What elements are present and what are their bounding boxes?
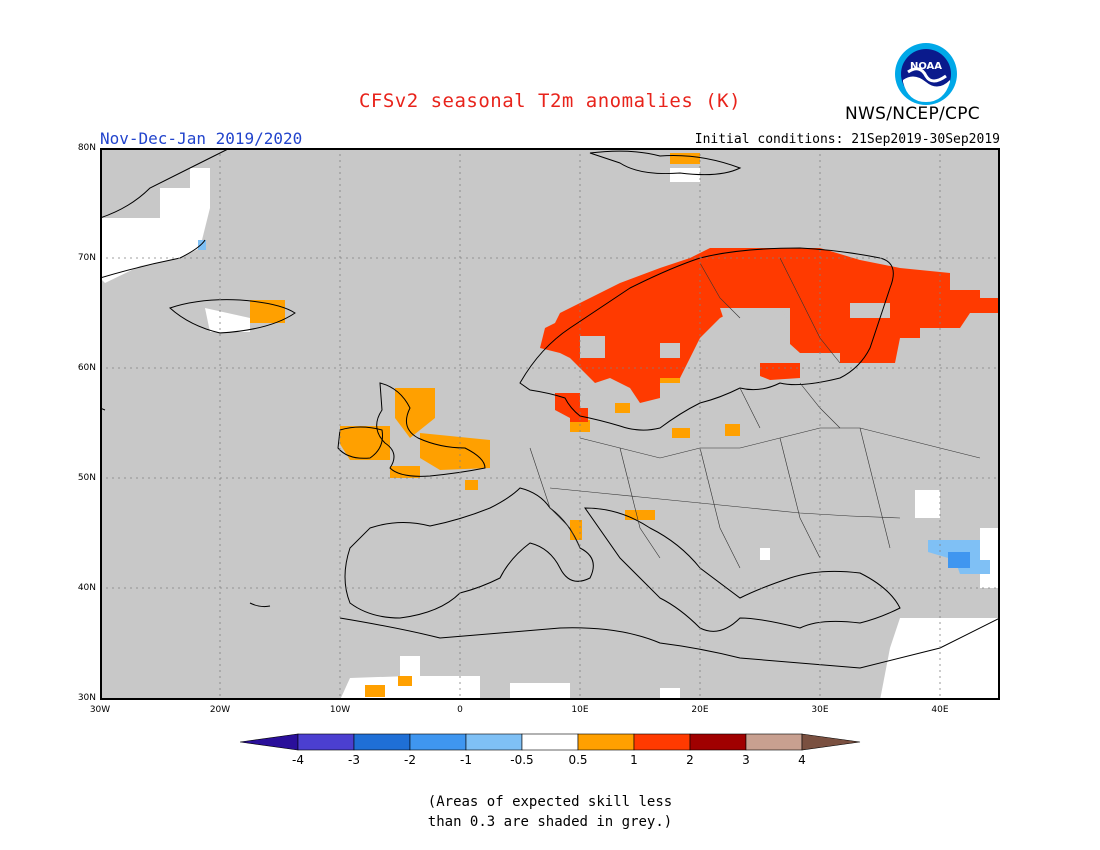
forecast-period: Nov-Dec-Jan 2019/2020 bbox=[100, 129, 303, 148]
color-scale bbox=[240, 733, 861, 751]
scale-swatch bbox=[409, 733, 467, 751]
lon-label: 20E bbox=[691, 705, 709, 715]
scale-swatch bbox=[745, 733, 803, 751]
scale-label: 4 bbox=[798, 753, 806, 767]
scale-swatch bbox=[577, 733, 635, 751]
lat-label: 80N bbox=[77, 143, 96, 153]
scale-swatch bbox=[240, 733, 299, 751]
country-borders bbox=[529, 257, 981, 569]
lon-label: 30W bbox=[89, 705, 111, 715]
scale-swatch bbox=[521, 733, 579, 751]
scale-label: -0.5 bbox=[510, 753, 534, 767]
lon-label: 0 bbox=[457, 705, 463, 715]
scale-swatch bbox=[465, 733, 523, 751]
scale-label: -2 bbox=[404, 753, 416, 767]
lon-label: 30E bbox=[811, 705, 829, 715]
scale-swatch bbox=[689, 733, 747, 751]
skill-note-line: (Areas of expected skill less bbox=[427, 794, 673, 810]
scale-label: 1 bbox=[630, 753, 638, 767]
scale-label: -3 bbox=[348, 753, 360, 767]
agency-label: NWS/NCEP/CPC bbox=[845, 104, 980, 124]
scale-label: 3 bbox=[742, 753, 750, 767]
lat-label: 70N bbox=[77, 253, 96, 263]
low-skill-holes bbox=[580, 303, 890, 358]
lon-label: 40E bbox=[931, 705, 949, 715]
lat-label: 50N bbox=[77, 473, 96, 483]
coastlines bbox=[100, 148, 1000, 669]
scale-swatch bbox=[353, 733, 411, 751]
lon-label: 10W bbox=[329, 705, 351, 715]
lat-label: 30N bbox=[77, 693, 96, 703]
lat-label: 60N bbox=[77, 363, 96, 373]
map-frame bbox=[100, 148, 1000, 700]
map-title: CFSv2 seasonal T2m anomalies (K) bbox=[358, 90, 742, 112]
scale-swatch bbox=[633, 733, 691, 751]
strong-positive-areas bbox=[540, 248, 1000, 422]
logo-text: NOAA bbox=[910, 61, 942, 72]
lon-label: 10E bbox=[571, 705, 589, 715]
initial-conditions: Initial conditions: 21Sep2019-30Sep2019 bbox=[694, 132, 1000, 147]
graticule bbox=[100, 148, 1000, 700]
lat-label: 40N bbox=[77, 583, 96, 593]
noaa-logo: NOAA bbox=[895, 43, 957, 105]
map-background bbox=[100, 148, 1000, 700]
scale-label: -1 bbox=[460, 753, 472, 767]
scale-label: 2 bbox=[686, 753, 694, 767]
scale-label: 0.5 bbox=[568, 753, 588, 767]
skill-note-line: than 0.3 are shaded in grey.) bbox=[427, 814, 673, 830]
anomaly-map bbox=[100, 148, 1000, 700]
scale-swatch bbox=[297, 733, 355, 751]
scale-swatch bbox=[801, 733, 861, 751]
lon-label: 20W bbox=[209, 705, 231, 715]
scale-label: -4 bbox=[292, 753, 304, 767]
skill-note: (Areas of expected skill less than 0.3 a… bbox=[0, 792, 1100, 832]
negative-anomaly-areas bbox=[198, 240, 990, 574]
